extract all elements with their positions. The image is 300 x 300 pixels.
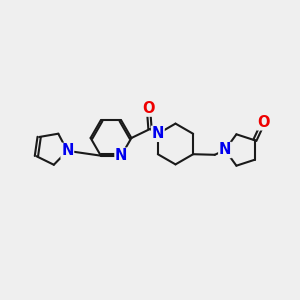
Text: N: N — [219, 142, 231, 158]
Text: N: N — [61, 143, 74, 158]
Text: O: O — [142, 101, 155, 116]
Text: O: O — [257, 115, 269, 130]
Text: N: N — [115, 148, 128, 163]
Text: N: N — [152, 126, 164, 141]
